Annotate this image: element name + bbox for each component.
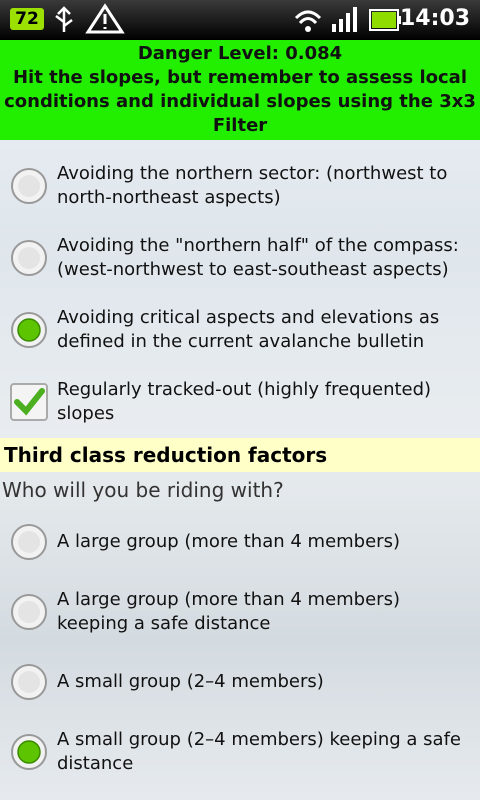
- status-icons-left: [55, 3, 125, 34]
- option-label-line: north-northeast aspects): [57, 187, 281, 208]
- radio-checked[interactable]: [0, 732, 57, 772]
- radio-option[interactable]: A large group (more than 4 members) keepi…: [0, 576, 480, 648]
- radio-option[interactable]: A small group (2–4 members) keeping a sa…: [0, 716, 480, 788]
- radio-option[interactable]: Avoiding the "northern half" of the comp…: [0, 222, 480, 294]
- option-label: A large group (more than 4 members) keepi…: [57, 588, 400, 636]
- radio-option[interactable]: A large group (more than 4 members): [0, 508, 480, 576]
- status-icons-right: [294, 7, 401, 32]
- option-label-line: A large group (more than 4 members): [57, 589, 400, 610]
- radio-unchecked[interactable]: [0, 166, 57, 206]
- option-list: Avoiding the northern sector: (northwest…: [0, 150, 480, 788]
- radio-unchecked[interactable]: [0, 522, 57, 562]
- option-label-line: Avoiding the "northern half" of the comp…: [57, 235, 459, 256]
- option-label-line: distance: [57, 753, 134, 774]
- option-label-line: Regularly tracked-out (highly frequented…: [57, 379, 432, 400]
- option-label-line: Avoiding the northern sector: (northwest…: [57, 163, 448, 184]
- radio-unchecked[interactable]: [0, 662, 57, 702]
- option-label: Regularly tracked-out (highly frequented…: [57, 378, 431, 426]
- option-label-line: A small group (2–4 members) keeping a sa…: [57, 729, 461, 750]
- question: Who will you be riding with?: [2, 478, 284, 502]
- status-bar: 72 14:03: [0, 0, 480, 40]
- danger-message-line: conditions and individual slopes using t…: [4, 91, 476, 112]
- danger-message-line: Filter: [212, 115, 268, 136]
- section-header: Third class reduction factors: [0, 438, 480, 472]
- option-label-line: keeping a safe distance: [57, 613, 271, 634]
- danger-message-line: Hit the slopes, but remember to assess l…: [12, 67, 467, 88]
- checkbox-option[interactable]: Regularly tracked-out (highly frequented…: [0, 366, 480, 438]
- option-label-line: (west-northwest to east-southeast aspect…: [57, 259, 449, 280]
- option-label: Avoiding critical aspects and elevations…: [57, 306, 439, 354]
- option-label-line: A large group (more than 4 members): [57, 531, 400, 552]
- radio-unchecked[interactable]: [0, 592, 57, 632]
- checkbox-checked[interactable]: [0, 382, 57, 422]
- option-label: A small group (2–4 members): [57, 670, 324, 694]
- option-label-line: A small group (2–4 members): [57, 671, 324, 692]
- radio-checked[interactable]: [0, 310, 57, 350]
- battery-indicator: 72: [10, 8, 44, 30]
- clock: 14:03: [399, 6, 470, 31]
- option-label-line: defined in the current avalanche bulleti…: [57, 331, 425, 352]
- danger-title: Danger Level: 0.084: [137, 43, 343, 64]
- radio-option[interactable]: Avoiding critical aspects and elevations…: [0, 294, 480, 366]
- option-label: A large group (more than 4 members): [57, 530, 400, 554]
- option-label: A small group (2–4 members) keeping a sa…: [57, 728, 461, 776]
- danger-header: Danger Level: 0.084 Hit the slopes, but …: [0, 40, 480, 140]
- option-label-line: Avoiding critical aspects and elevations…: [57, 307, 440, 328]
- option-label-line: slopes: [57, 403, 115, 424]
- option-label: Avoiding the "northern half" of the comp…: [57, 234, 459, 282]
- radio-option[interactable]: Avoiding the northern sector: (northwest…: [0, 150, 480, 222]
- radio-option[interactable]: A small group (2–4 members): [0, 648, 480, 716]
- radio-unchecked[interactable]: [0, 238, 57, 278]
- option-label: Avoiding the northern sector: (northwest…: [57, 162, 447, 210]
